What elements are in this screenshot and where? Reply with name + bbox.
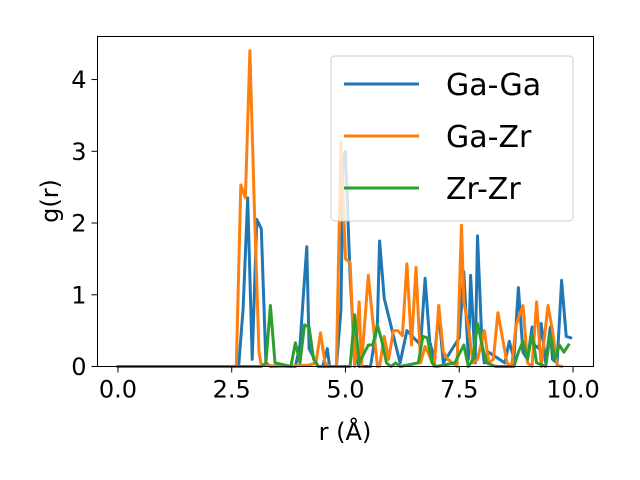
legend-label: Ga-Zr — [446, 120, 532, 155]
y-tick-label: 2 — [71, 210, 86, 238]
legend-item-ga-ga: Ga-Ga — [344, 68, 541, 103]
series-layer — [116, 49, 573, 369]
x-tick-label: 5.0 — [326, 376, 364, 404]
y-tick-label: 1 — [71, 281, 86, 309]
y-tick-label: 3 — [71, 138, 86, 166]
legend-frame — [330, 55, 574, 222]
x-tick-label: 7.5 — [440, 376, 478, 404]
x-tick-label: 0.0 — [99, 376, 137, 404]
legend-label: Ga-Ga — [446, 68, 541, 103]
legend-item-zr-zr: Zr-Zr — [344, 172, 521, 207]
legend: Ga-Ga Ga-Zr Zr-Zr — [330, 55, 574, 222]
x-tick-label: 10.0 — [546, 376, 599, 404]
y-tick-label: 4 — [71, 66, 86, 94]
x-axis-label: r (Å) — [319, 417, 372, 446]
legend-item-ga-zr: Ga-Zr — [344, 120, 532, 155]
x-tick-label: 2.5 — [213, 376, 251, 404]
y-tick-label: 0 — [71, 353, 86, 381]
x-axis-ticks: 0.0 2.5 5.0 7.5 10.0 — [99, 366, 600, 404]
y-axis-ticks: 0 1 2 3 4 — [71, 66, 98, 381]
legend-label: Zr-Zr — [446, 172, 521, 207]
series-line-zr-zr — [116, 304, 571, 368]
legend-items: Ga-Ga Ga-Zr Zr-Zr — [344, 68, 541, 207]
y-axis-label: g(r) — [36, 179, 64, 223]
